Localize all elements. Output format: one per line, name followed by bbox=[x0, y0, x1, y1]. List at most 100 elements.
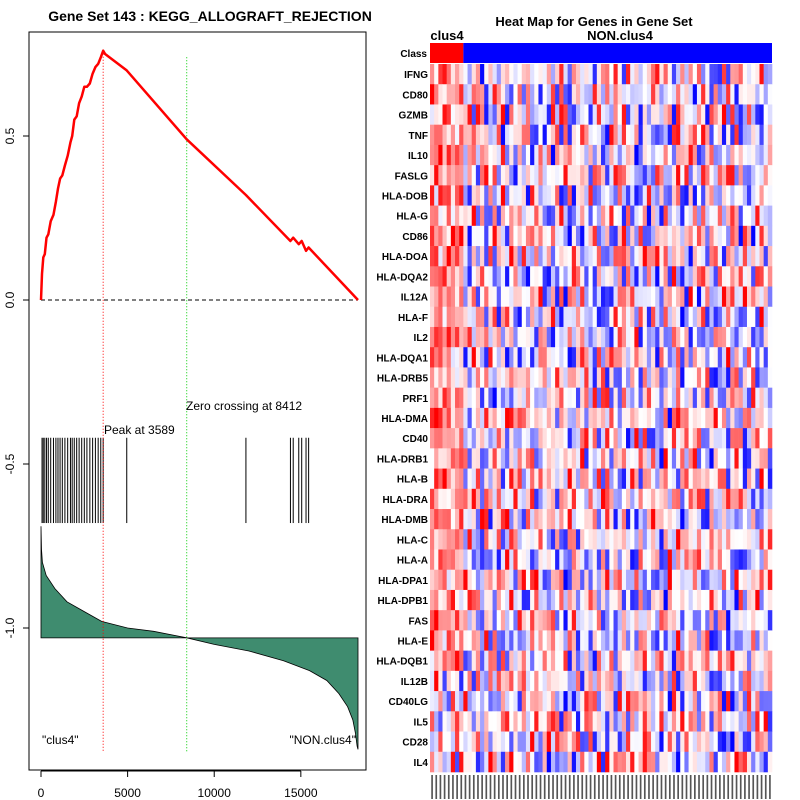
heatmap-cell bbox=[517, 448, 523, 469]
heatmap-cell bbox=[442, 205, 447, 227]
heatmap-cell bbox=[492, 468, 498, 490]
sample-label-stub bbox=[769, 775, 771, 799]
heatmap-cell bbox=[726, 246, 731, 267]
heatmap-cell bbox=[684, 286, 689, 308]
heatmap-cell bbox=[596, 569, 602, 591]
heatmap-cell bbox=[430, 650, 435, 672]
heatmap-cell bbox=[659, 468, 664, 490]
heatmap-cell bbox=[663, 488, 669, 510]
heatmap-cell bbox=[696, 407, 702, 429]
heatmap-cell bbox=[446, 509, 452, 530]
heatmap-cell bbox=[496, 670, 502, 692]
heatmap-cell bbox=[717, 428, 723, 449]
heatmap-cell bbox=[434, 246, 439, 267]
heatmap-cell bbox=[559, 64, 564, 85]
heatmap-cell bbox=[521, 246, 527, 267]
heatmap-cell bbox=[709, 488, 714, 510]
heatmap-cell bbox=[684, 731, 689, 753]
heatmap-cell bbox=[621, 165, 627, 186]
heatmap-cell bbox=[696, 549, 702, 571]
heatmap-cell bbox=[655, 691, 660, 712]
heatmap-cell bbox=[459, 589, 464, 611]
heatmap-cell bbox=[671, 569, 677, 591]
heatmap-cell bbox=[546, 246, 552, 267]
heatmap-cell bbox=[646, 286, 652, 308]
heatmap-cell bbox=[651, 144, 656, 166]
heatmap-cell bbox=[617, 549, 623, 571]
heatmap-cell bbox=[717, 367, 723, 388]
heatmap-cell bbox=[438, 326, 443, 348]
heatmap-cell bbox=[488, 266, 493, 287]
heatmap-cell bbox=[542, 610, 548, 631]
heatmap-cell bbox=[484, 286, 489, 308]
heatmap-cell bbox=[605, 751, 610, 773]
heatmap-cell bbox=[676, 610, 681, 631]
heatmap-cell bbox=[530, 589, 535, 611]
heatmap-cell bbox=[680, 347, 685, 368]
heatmap-cell bbox=[555, 751, 560, 773]
heatmap-cell bbox=[525, 367, 531, 388]
heatmap-cell bbox=[571, 165, 577, 186]
heatmap-cell bbox=[550, 610, 556, 631]
heatmap-cell bbox=[588, 569, 593, 591]
heatmap-cell bbox=[730, 326, 735, 348]
heatmap-cell bbox=[746, 306, 752, 328]
heatmap-cell bbox=[571, 488, 577, 510]
heatmap-cell bbox=[434, 205, 439, 227]
heatmap-cell bbox=[542, 326, 548, 348]
heatmap-cell bbox=[759, 246, 764, 267]
heatmap-cell bbox=[763, 569, 769, 591]
heatmap-cell bbox=[663, 711, 669, 732]
heatmap-cell bbox=[634, 468, 639, 490]
heatmap-cell bbox=[438, 144, 443, 166]
heatmap-cell bbox=[651, 711, 656, 732]
heatmap-cell bbox=[492, 569, 498, 591]
heatmap-cell bbox=[492, 185, 498, 206]
heatmap-cell bbox=[480, 509, 485, 530]
heatmap-cell bbox=[676, 488, 681, 510]
heatmap-cell bbox=[446, 650, 452, 672]
heatmap-cell bbox=[659, 589, 664, 611]
heatmap-cell bbox=[630, 549, 635, 571]
heatmap-cell bbox=[659, 387, 664, 409]
heatmap-cell bbox=[446, 144, 452, 166]
heatmap-cell bbox=[471, 387, 477, 409]
heatmap-cell bbox=[584, 286, 589, 308]
heatmap-cell bbox=[630, 165, 635, 186]
heatmap-cell bbox=[617, 347, 623, 368]
heatmap-cell bbox=[530, 691, 535, 712]
heatmap-cell bbox=[626, 205, 631, 227]
heatmap-cell bbox=[613, 468, 618, 490]
heatmap-cell bbox=[446, 326, 452, 348]
heatmap-cell bbox=[588, 428, 593, 449]
heatmap-cell bbox=[467, 185, 473, 206]
heatmap-cell bbox=[442, 165, 447, 186]
heatmap-cell bbox=[488, 610, 493, 631]
heatmap-cell bbox=[596, 407, 602, 429]
heatmap-cell bbox=[721, 428, 727, 449]
heatmap-cell bbox=[746, 347, 752, 368]
heatmap-cell bbox=[663, 407, 669, 429]
heatmap-cell bbox=[630, 448, 635, 469]
heatmap-cell bbox=[430, 711, 435, 732]
heatmap-cell bbox=[567, 670, 573, 692]
heatmap-cell bbox=[701, 225, 706, 247]
heatmap-cell bbox=[651, 731, 656, 753]
heatmap-cell bbox=[663, 347, 669, 368]
heatmap-cell bbox=[701, 64, 706, 85]
heatmap-cell bbox=[713, 64, 719, 85]
x-tick-label-3: 15000 bbox=[284, 786, 318, 800]
heatmap-cell bbox=[713, 225, 719, 247]
heatmap-cell bbox=[734, 488, 739, 510]
heatmap-cell bbox=[617, 589, 623, 611]
heatmap-cell bbox=[742, 64, 748, 85]
heatmap-cell bbox=[459, 124, 464, 146]
heatmap-cell bbox=[651, 529, 656, 550]
heatmap-cell bbox=[555, 691, 560, 712]
heatmap-cell bbox=[742, 509, 748, 530]
heatmap-cell bbox=[751, 529, 756, 550]
heatmap-cell bbox=[613, 306, 618, 328]
heatmap-cell bbox=[630, 630, 635, 651]
heatmap-cell bbox=[713, 185, 719, 206]
heatmap-cell bbox=[588, 367, 593, 388]
